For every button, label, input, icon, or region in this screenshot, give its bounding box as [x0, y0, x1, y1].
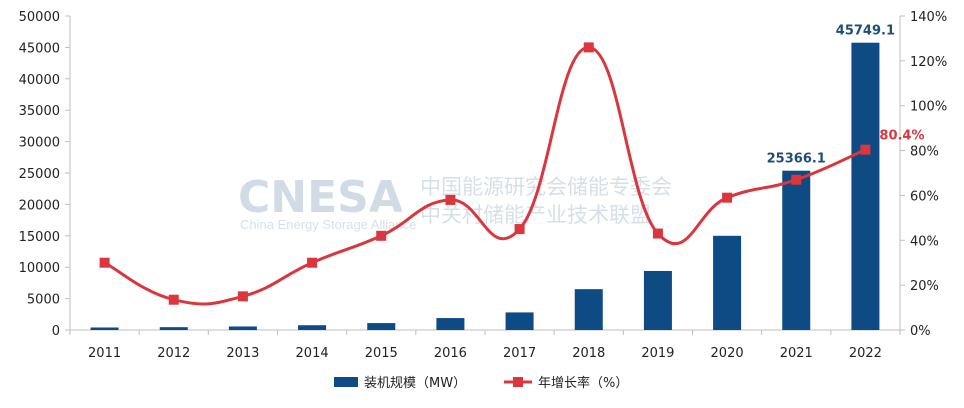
y-right-tick-label: 40% — [910, 234, 939, 249]
line-point — [791, 174, 802, 185]
y-right-tick-label: 120% — [910, 55, 947, 70]
line-point — [722, 192, 733, 203]
x-tick-label: 2016 — [434, 346, 467, 361]
bar — [298, 325, 327, 330]
y-left-tick-label: 25000 — [19, 167, 60, 182]
line-series — [99, 42, 871, 306]
legend-bar-swatch — [334, 377, 358, 387]
y-right-tick-label: 60% — [910, 189, 939, 204]
legend-bar-label: 装机规模（MW） — [364, 376, 466, 391]
watermark-logo: CNESA — [238, 172, 403, 223]
bar — [228, 326, 257, 330]
line-point — [514, 224, 525, 235]
y-left-tick-label: 35000 — [19, 104, 60, 119]
watermark-line2: 中关村储能产业技术联盟 — [420, 203, 651, 227]
line-point — [445, 194, 456, 205]
data-label: 45749.1 — [836, 24, 895, 39]
data-label: 80.4% — [879, 129, 924, 144]
x-tick-label: 2018 — [572, 346, 605, 361]
y-right-tick-label: 20% — [910, 279, 939, 294]
y-left-tick-label: 0 — [52, 324, 60, 339]
bar — [713, 235, 742, 330]
y-right-tick-label: 100% — [910, 100, 947, 115]
y-left-tick-label: 5000 — [27, 293, 60, 308]
y-left-tick-label: 30000 — [19, 136, 60, 151]
y-left-tick-label: 40000 — [19, 73, 60, 88]
data-label: 25366.1 — [767, 152, 826, 167]
x-tick-label: 2022 — [849, 346, 882, 361]
bar-series — [90, 42, 880, 331]
bar — [90, 327, 119, 330]
y-left-tick-label: 15000 — [19, 230, 60, 245]
x-tick-label: 2011 — [88, 346, 121, 361]
x-tick-label: 2020 — [711, 346, 744, 361]
y-right-tick-label: 80% — [910, 145, 939, 160]
x-tick-label: 2013 — [226, 346, 259, 361]
bar — [574, 289, 603, 330]
x-tick-label: 2014 — [296, 346, 329, 361]
bar — [643, 270, 672, 330]
x-tick-label: 2017 — [503, 346, 536, 361]
line-point — [307, 257, 318, 268]
legend-line-label: 年增长率（%） — [538, 375, 628, 391]
x-tick-label: 2019 — [641, 346, 674, 361]
bar — [851, 42, 880, 331]
y-left-tick-label: 20000 — [19, 198, 60, 213]
watermark: CNESA China Energy Storage Alliance 中国能源… — [238, 172, 672, 232]
line-point — [99, 257, 110, 268]
data-labels: 25366.1 45749.1 80.4% — [767, 24, 925, 167]
line-point — [860, 144, 871, 155]
x-tick-label: 2021 — [780, 346, 813, 361]
line-point — [168, 294, 179, 305]
x-tick-label: 2015 — [365, 346, 398, 361]
legend-line-marker — [513, 377, 523, 387]
y-left-tick-label: 45000 — [19, 41, 60, 56]
bar — [367, 323, 396, 330]
bar — [505, 312, 534, 330]
bar — [782, 170, 811, 330]
axes: 0 5000 10000 15000 20000 25000 30000 35000 40000… — [19, 10, 948, 361]
line-point — [652, 228, 663, 239]
line-point — [376, 230, 387, 241]
bar — [436, 318, 465, 330]
watermark-english: China Energy Storage Alliance — [240, 217, 416, 232]
watermark-line1: 中国能源研究会储能专委会 — [420, 175, 672, 199]
line-point — [237, 291, 248, 302]
legend: 装机规模（MW） 年增长率（%） — [334, 375, 628, 391]
y-left-tick-label: 50000 — [19, 10, 60, 25]
y-right-tick-label: 140% — [910, 10, 947, 25]
y-left-tick-label: 10000 — [19, 261, 60, 276]
y-right-tick-label: 0% — [910, 324, 931, 339]
line-point — [583, 42, 594, 53]
x-tick-label: 2012 — [157, 346, 190, 361]
bar — [159, 327, 188, 330]
